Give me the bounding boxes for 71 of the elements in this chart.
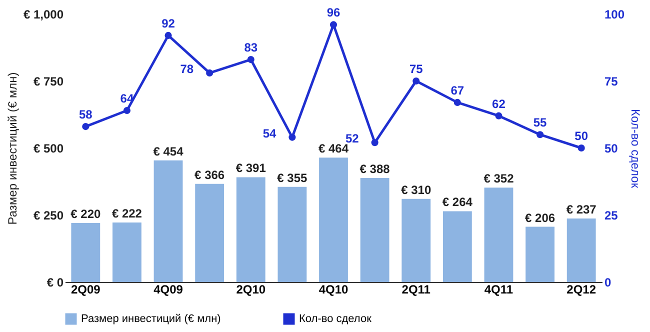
legend-label: Кол-во сделок — [299, 313, 372, 325]
bar — [154, 160, 183, 282]
x-tick-label: 2Q12 — [566, 282, 596, 296]
y2-tick-label: 25 — [604, 208, 618, 222]
x-tick-label: 2Q11 — [402, 282, 431, 296]
point — [578, 144, 585, 152]
bar — [566, 218, 596, 282]
bar — [71, 223, 100, 282]
y2-tick-label: 100 — [604, 8, 625, 22]
data-label: € 391 — [236, 161, 266, 176]
y2-axis-title: Кол-во сделок — [628, 109, 643, 189]
point — [247, 56, 254, 64]
data-label: € 454 — [153, 144, 184, 158]
data-label: € 355 — [277, 170, 308, 185]
x-tick-label: 4Q09 — [154, 282, 184, 296]
data-label: € 264 — [442, 195, 473, 210]
data-label: € 220 — [70, 207, 101, 222]
data-label: € 206 — [525, 210, 556, 225]
data-label: 83 — [244, 40, 258, 55]
y2-tick-label: 50 — [604, 142, 618, 156]
x-tick-label: 4Q10 — [318, 282, 348, 296]
data-label: € 222 — [112, 206, 142, 221]
bar — [236, 177, 266, 282]
y-tick-label: € 500 — [33, 142, 64, 156]
y-tick-label: € 0 — [46, 276, 64, 290]
y-tick-label: € 750 — [33, 74, 64, 88]
point — [288, 134, 296, 141]
y-tick-label: € 250 — [33, 208, 64, 222]
point — [123, 106, 130, 114]
point — [164, 32, 172, 39]
data-label: 75 — [409, 62, 424, 76]
point — [82, 123, 90, 130]
data-label: 96 — [326, 6, 340, 20]
data-label: 62 — [492, 96, 506, 111]
data-label: 54 — [262, 126, 277, 140]
data-label: 58 — [78, 108, 93, 122]
point — [454, 98, 461, 106]
point — [330, 21, 338, 28]
data-label: € 464 — [318, 142, 349, 156]
legend-label: Размер инвестиций (€ млн) — [81, 313, 221, 325]
y-axis-title: Размер инвестиций (€ млн) — [5, 72, 20, 225]
bar — [319, 158, 348, 282]
bar — [195, 184, 224, 282]
bar — [442, 211, 472, 282]
x-tick-label: 2Q10 — [236, 282, 266, 296]
data-label: € 310 — [401, 182, 432, 197]
y-tick-label: € 1,000 — [23, 8, 64, 22]
bar — [484, 188, 514, 282]
data-label: € 237 — [566, 202, 597, 216]
x-tick-label: 4Q11 — [484, 282, 514, 296]
point — [536, 131, 544, 138]
bar — [526, 226, 554, 282]
data-label: 55 — [533, 116, 548, 130]
bar — [402, 198, 431, 282]
point — [412, 77, 420, 85]
y2-tick-label: 75 — [604, 74, 618, 88]
data-label: 50 — [574, 129, 588, 143]
point — [371, 139, 378, 146]
bar — [278, 186, 307, 282]
point — [495, 112, 502, 120]
bar — [360, 178, 390, 282]
data-label: 92 — [162, 16, 176, 30]
data-label: 67 — [450, 83, 464, 98]
point — [206, 69, 214, 76]
bar — [112, 222, 142, 282]
x-tick-label: 2Q09 — [70, 282, 101, 296]
data-label: € 352 — [484, 172, 514, 186]
y2-tick-label: 0 — [604, 276, 612, 290]
data-label: 78 — [180, 62, 194, 76]
data-label: € 388 — [360, 162, 390, 176]
data-label: € 366 — [194, 168, 225, 182]
